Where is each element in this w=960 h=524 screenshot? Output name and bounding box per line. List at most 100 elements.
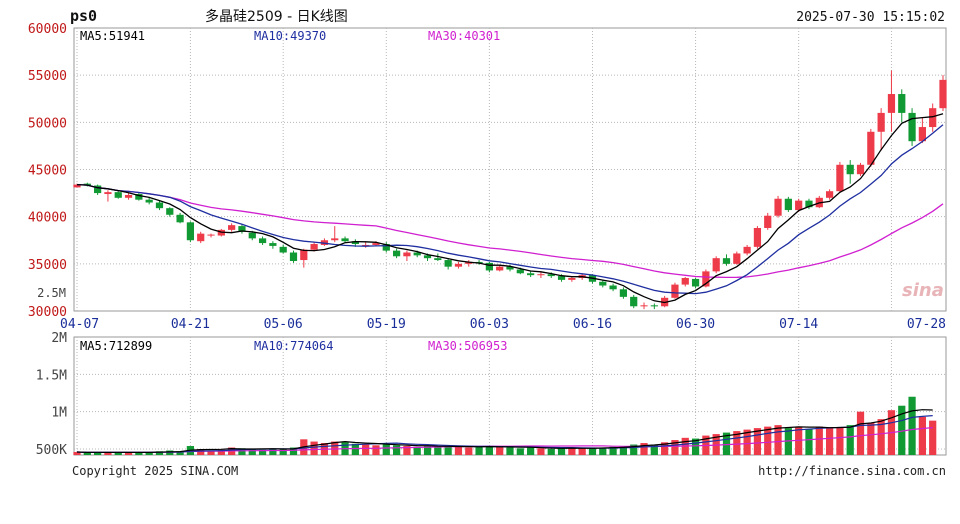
price-panel: 60000 55000 50000 45000 40000 35000 30000 04-0… — [28, 22, 947, 332]
candle-body — [434, 258, 442, 261]
candle-body — [764, 215, 772, 228]
volume-bar — [465, 447, 473, 455]
volume-bar — [392, 445, 401, 455]
volume-bar — [898, 405, 906, 455]
candle — [712, 256, 720, 274]
volume-bar — [362, 444, 370, 455]
candle-body — [454, 263, 463, 267]
candle — [434, 253, 442, 262]
candle-body — [310, 244, 318, 250]
candle-body — [516, 269, 524, 274]
volume-bar — [836, 427, 844, 455]
volume-bar — [73, 452, 81, 455]
volume-bar — [124, 452, 133, 455]
candle-body — [929, 108, 937, 128]
volume-bar — [557, 448, 566, 455]
volume-bar — [444, 446, 452, 455]
vol-ma10-label: MA10:774064 — [254, 339, 333, 353]
chart-title: 多晶硅2509 - 日K线图 — [205, 8, 348, 25]
volume-bar — [764, 426, 772, 455]
x-tick-label: 06-16 — [573, 317, 612, 332]
volume-bar — [640, 443, 648, 455]
volume-bar — [619, 446, 628, 455]
candle-body — [207, 234, 215, 236]
candle — [73, 183, 81, 188]
volume-bar — [691, 438, 700, 455]
volume-bar — [918, 416, 926, 455]
candle-body — [619, 289, 628, 297]
volume-bar — [475, 446, 483, 455]
volume-bar — [599, 447, 607, 455]
vol-ma5-line — [76, 409, 933, 454]
candle-body — [908, 112, 916, 142]
candle-body — [496, 266, 504, 271]
candle-body — [527, 273, 535, 276]
vol-ma30-line — [76, 427, 933, 454]
candle — [537, 272, 545, 278]
price-y-tick-label: 40000 — [28, 211, 67, 226]
volume-bar — [83, 452, 91, 455]
volume-bar — [815, 426, 823, 455]
candle — [485, 261, 493, 273]
candle-body — [743, 246, 751, 254]
volume-bar — [289, 447, 298, 455]
candle — [856, 162, 865, 177]
ma30-label: MA30:40301 — [428, 29, 500, 43]
candle-body — [712, 258, 720, 272]
volume-top-label: 2.5M — [37, 286, 66, 300]
volume-bar — [743, 429, 751, 455]
ma10-label: MA10:49370 — [254, 29, 326, 43]
volume-bar — [145, 452, 153, 455]
candle — [289, 250, 298, 263]
price-grid — [74, 28, 946, 311]
volume-bar — [753, 428, 762, 455]
candle-body — [733, 253, 741, 264]
candle — [619, 287, 628, 299]
volume-bar — [434, 446, 442, 455]
candle-body — [753, 227, 762, 247]
volume-bar — [104, 452, 112, 455]
price-y-tick-label: 55000 — [28, 69, 67, 84]
candle-body — [176, 214, 184, 223]
volume-bar — [331, 441, 339, 455]
volume-bar — [166, 450, 174, 455]
volume-bar — [650, 444, 658, 455]
x-tick-label: 07-14 — [779, 317, 818, 332]
candle-body — [702, 271, 710, 287]
candle — [104, 190, 112, 202]
volume-bar — [578, 448, 586, 455]
candle-body — [238, 226, 246, 232]
candle-body — [825, 191, 834, 198]
volume-bar — [382, 444, 390, 455]
price-y-ticks: 60000 55000 50000 45000 40000 35000 30000 — [28, 22, 67, 320]
candle-body — [403, 252, 411, 257]
candle-body — [124, 194, 133, 198]
volume-bar — [733, 431, 741, 455]
candle — [496, 264, 504, 272]
volume-bar — [269, 449, 277, 455]
candle — [258, 236, 267, 245]
candle — [784, 196, 792, 212]
candle-body — [939, 79, 947, 109]
candle-body — [650, 305, 658, 307]
x-tick-label: 05-19 — [367, 317, 406, 332]
volume-bar — [588, 448, 597, 455]
volume-bar — [197, 449, 205, 455]
candle-body — [444, 260, 452, 267]
candle — [392, 248, 401, 259]
volume-bar — [207, 450, 215, 455]
volume-bar — [351, 443, 359, 455]
volume-y-tick-label: 2M — [51, 331, 67, 346]
volume-bar — [248, 449, 256, 455]
candle-body — [248, 232, 256, 239]
price-x-ticks: 04-07 04-21 05-06 05-19 06-03 06-16 06-30 07-14… — [60, 317, 946, 332]
vol-ma5-label: MA5:712899 — [80, 339, 152, 353]
volume-bar — [485, 446, 493, 455]
volume-bar — [310, 441, 318, 455]
candle-body — [186, 222, 195, 241]
volume-bar — [238, 448, 246, 455]
volume-bar — [825, 428, 834, 455]
candle — [176, 212, 184, 224]
candle — [753, 226, 762, 249]
candle-body — [640, 305, 648, 307]
